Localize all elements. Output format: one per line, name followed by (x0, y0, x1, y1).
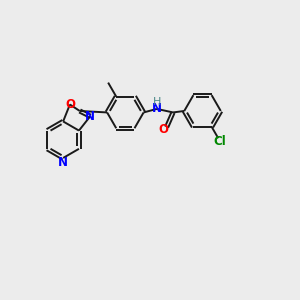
Text: H: H (153, 97, 161, 106)
Text: N: N (152, 102, 162, 116)
Text: O: O (158, 123, 168, 136)
Text: N: N (58, 157, 68, 169)
Text: N: N (85, 110, 95, 123)
Text: Cl: Cl (213, 135, 226, 148)
Text: O: O (65, 98, 75, 111)
